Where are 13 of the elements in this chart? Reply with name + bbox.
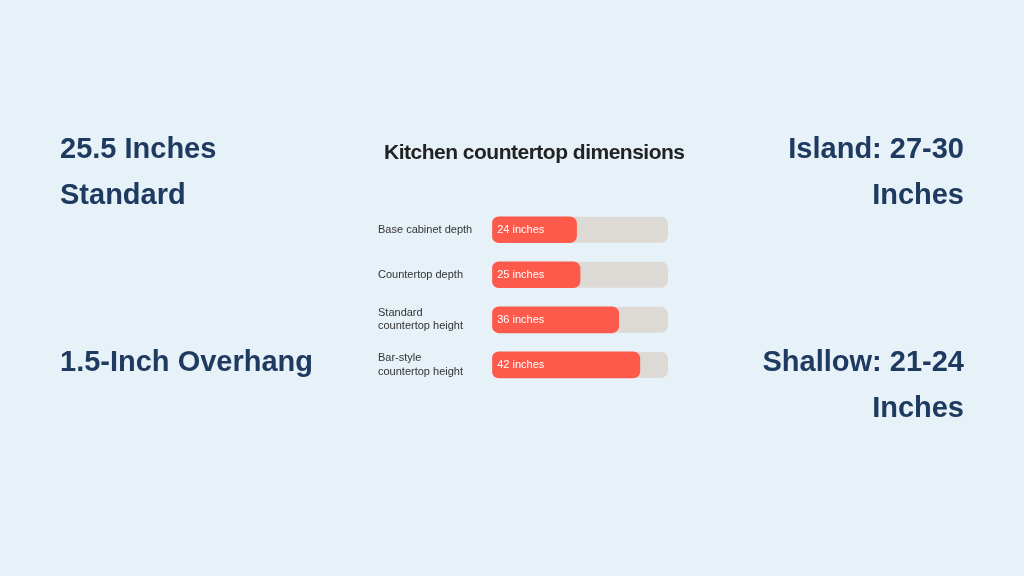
data-label: 25 inches	[497, 267, 545, 280]
chart-title: Kitchen countertop dimensions	[384, 140, 685, 164]
y-tick-label: Base cabinet depth	[378, 222, 473, 235]
y-tick-label: Countertop depth	[378, 267, 464, 280]
text: Shallow: 21-24 Inches	[761, 344, 964, 425]
text: 1.5-Inch Overhang	[60, 344, 314, 379]
data-label: 42 inches	[497, 357, 545, 370]
y-tick-label: Bar-style countertop height	[378, 351, 464, 377]
text: Island: 27-30 Inches	[787, 131, 964, 212]
text: 25.5 Inches Standard	[60, 131, 218, 212]
data-label: 24 inches	[497, 222, 545, 235]
y-tick-label: Standard countertop height	[378, 306, 464, 332]
data-label: 36 inches	[497, 312, 545, 325]
